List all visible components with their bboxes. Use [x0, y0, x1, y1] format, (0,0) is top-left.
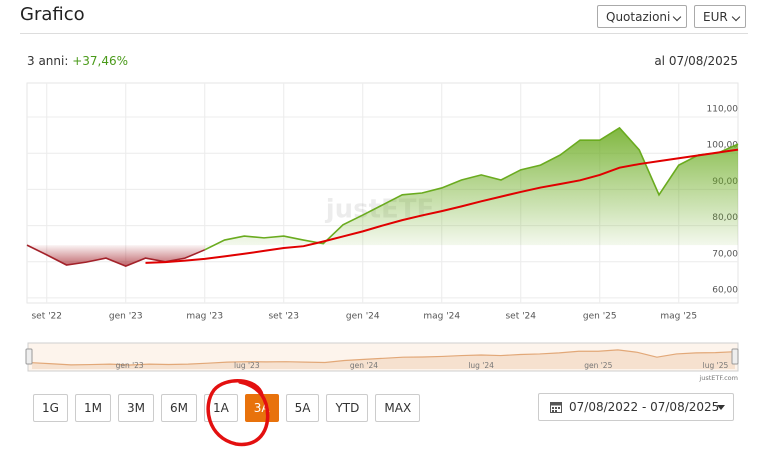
date-range: 07/08/2022 - 07/08/2025 — [569, 400, 720, 414]
navigator-handle — [25, 348, 33, 365]
performance: +37,46% — [72, 54, 129, 68]
average-line — [145, 148, 739, 264]
x-tick-label: set '23 — [268, 312, 299, 322]
y-tick-label: 60,00 — [712, 285, 738, 295]
navigator-label: gen '25 — [584, 361, 612, 370]
x-tick-label: gen '25 — [583, 312, 617, 322]
type-select[interactable]: Quotazioni — [597, 5, 687, 28]
navigator-label: lug '24 — [468, 361, 494, 370]
currency-select[interactable]: EUR — [694, 5, 746, 28]
range-buttons: 1G 1M 3M 6M 1A 3A 5A YTD MAX — [33, 394, 421, 422]
summary: 3 anni: +37,46% — [27, 54, 128, 68]
range-button[interactable]: MAX — [375, 394, 421, 422]
navigator-label: gen '24 — [350, 361, 378, 370]
range-button[interactable]: 1M — [74, 394, 111, 422]
x-tick-label: mag '25 — [660, 312, 697, 322]
navigator-handle — [731, 348, 739, 365]
x-tick-label: mag '23 — [186, 312, 223, 322]
range-button[interactable]: 6M — [160, 394, 197, 422]
price-line — [26, 244, 206, 267]
calendar-icon — [550, 402, 562, 413]
range-button[interactable]: 1G — [33, 394, 68, 422]
navigator-series: gen '23 lug '23 gen '24 lug '24 gen '25 lug '… — [31, 349, 736, 370]
x-tick-label: mag '24 — [423, 312, 460, 322]
navigator-line — [31, 349, 736, 366]
range-button[interactable]: YTD — [326, 394, 369, 422]
x-tick-label: gen '24 — [346, 312, 380, 322]
area — [204, 127, 738, 250]
date: al 07/08/2025 — [654, 54, 738, 68]
y-tick-label: 110,00 — [707, 105, 739, 115]
title: Grafico — [20, 4, 85, 25]
price-line — [204, 126, 739, 251]
navigator-area — [32, 349, 735, 369]
date-range-picker[interactable]: 07/08/2022 - 07/08/2025 — [538, 393, 734, 421]
range-button[interactable]: 3M — [117, 394, 154, 422]
period: 3 anni: — [27, 54, 69, 68]
y-tick-label: 70,00 — [712, 249, 738, 259]
x-tick-label: gen '23 — [109, 312, 143, 322]
x-tick-label: set '22 — [31, 312, 62, 322]
navigator-label: lug '25 — [703, 361, 729, 370]
y-tick-label: 100,00 — [707, 141, 739, 151]
credit: justETF.com — [698, 374, 738, 382]
navigator-label: lug '23 — [234, 361, 260, 370]
navigator-label: gen '23 — [116, 361, 144, 370]
x-tick-label: set '24 — [505, 312, 536, 322]
range-button[interactable]: 5A — [285, 394, 320, 422]
range-button[interactable]: 1A — [203, 394, 238, 422]
range-button[interactable]: 3A — [244, 394, 279, 422]
divider — [20, 33, 748, 34]
caret — [717, 405, 725, 410]
